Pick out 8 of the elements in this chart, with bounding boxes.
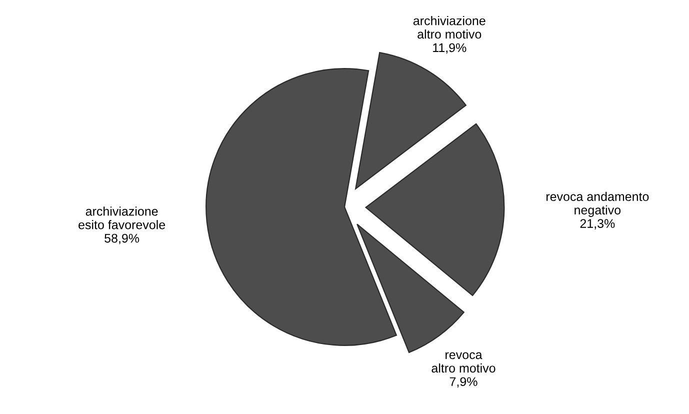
slice-label: revoca andamento negativo <box>546 192 649 217</box>
data-label: 11,9% <box>433 43 466 54</box>
slice-label: revoca altro motivo <box>432 352 496 373</box>
data-label: 58,9% <box>104 234 140 244</box>
slice-label: archiviazione esito favorevole <box>78 206 166 230</box>
slice-label: archiviazione altro motivo <box>413 16 486 39</box>
data-label: 7,9% <box>450 377 478 388</box>
data-label: 21,3% <box>580 219 615 230</box>
